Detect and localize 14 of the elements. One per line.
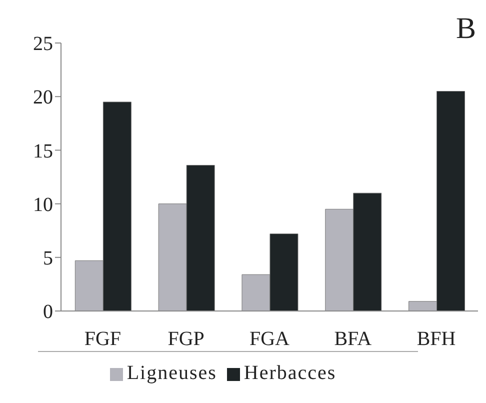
x-tick-label: BFA [334,328,372,350]
chart-title: B [456,12,476,46]
y-tick-label: 25 [33,33,53,56]
legend-label: Ligneuses [126,362,217,384]
x-tick-label: FGA [249,328,290,350]
legend-label: Herbacces [244,362,336,384]
y-tick-label: 20 [33,86,53,109]
y-tick-label: 0 [43,301,53,324]
x-tick-label: FGF [84,328,122,350]
y-tick-label: 15 [33,140,53,162]
y-tick-label: 5 [43,248,53,270]
x-tick-label: FGP [168,328,204,350]
x-tick-label: BFH [416,328,456,350]
y-tick-label: 10 [33,194,53,216]
